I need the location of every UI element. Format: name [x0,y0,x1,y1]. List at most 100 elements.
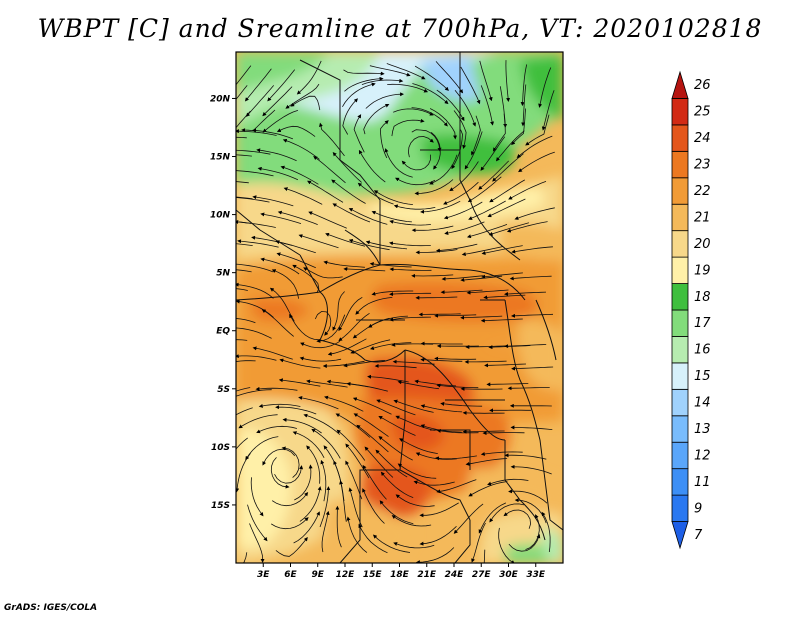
border-line [319,339,406,363]
streamline [399,438,438,454]
colorbar-swatch [671,441,689,470]
streamline [236,243,253,246]
streamline [392,359,435,365]
streamline [538,67,552,108]
border-line [379,263,526,301]
wbpt-region [371,282,538,322]
streamline [436,428,479,434]
border-line [339,159,381,265]
border-line [339,469,400,563]
streamline [464,131,483,170]
border-line [535,299,557,361]
streamline [324,395,364,412]
colorbar-label: 13 [694,422,711,437]
streamline [384,148,413,178]
streamline [373,190,413,205]
streamline [279,358,321,369]
lon-tick-label: 9E [312,570,325,580]
streamline [386,63,426,80]
streamline [293,511,320,544]
streamline [420,424,462,433]
colorbar-label: 9 [694,501,702,516]
streamline [449,161,479,192]
streamline [345,443,370,479]
latitude-axis: 20N 15N 10N 5N EQ 5S 10S 15S [210,94,236,511]
streamline [282,417,322,434]
streamline [290,95,321,111]
streamline [481,245,523,255]
colorbar-swatch [671,230,689,258]
streamline [358,149,386,183]
streamline [339,480,347,522]
streamline [250,477,264,517]
streamline [319,122,345,157]
streamline [393,204,436,210]
colorbar-swatch [671,203,689,232]
streamline [296,60,322,95]
streamline [346,516,368,553]
streamline [236,282,274,299]
lon-tick-label: 24E [445,570,465,580]
streamline [420,404,463,413]
streamline [307,180,344,203]
colorbar-swatch [671,362,689,390]
streamline [256,425,297,434]
streamline [303,267,343,279]
streamline [525,514,540,550]
wbpt-region [520,55,563,120]
border-line [459,52,471,201]
border-line [519,499,546,541]
streamline [495,130,525,162]
streamline [325,232,366,247]
streamline [313,156,346,184]
streamline [389,219,431,226]
colorbar-label: 25 [694,105,711,120]
border-line [236,209,261,231]
streamline [319,486,331,528]
streamline [236,85,248,100]
streamline [541,90,555,131]
streamline [492,113,506,152]
streamline [510,464,552,475]
streamline [489,503,524,523]
streamline [353,413,389,437]
streamline [511,246,553,254]
streamline [236,407,253,416]
streamline [487,478,529,486]
streamline [372,534,411,553]
streamline [486,382,529,387]
streamline [299,486,322,522]
wbpt-region [540,529,563,563]
streamline [520,64,528,107]
streamline [389,292,432,297]
streamline [236,318,256,324]
wbpt-region [420,134,515,175]
colorbar-label: 26 [694,78,711,93]
streamline [260,257,300,275]
lat-tick-label: 5S [217,385,230,395]
streamline [262,448,296,466]
streamline [509,275,552,281]
streamline [352,397,392,415]
streamline [521,84,527,127]
streamline [345,460,363,500]
map-area [236,52,563,563]
streamline [378,415,416,436]
lat-tick-label: 20N [210,94,231,104]
streamline [289,313,320,341]
streamline [320,459,327,502]
streamline [504,453,547,460]
colorbar-label: 15 [694,369,711,384]
streamline [282,138,320,160]
streamline [362,464,387,500]
streamline [514,498,547,524]
streamline [252,346,293,360]
lon-tick-label: 33E [526,570,546,580]
streamline [237,239,279,248]
streamline [371,290,414,296]
border-line [319,264,381,293]
colorbar-swatch [671,70,689,99]
lon-tick-label: 18E [390,570,410,580]
streamline [298,395,339,410]
colorbar-label: 20 [694,237,711,252]
